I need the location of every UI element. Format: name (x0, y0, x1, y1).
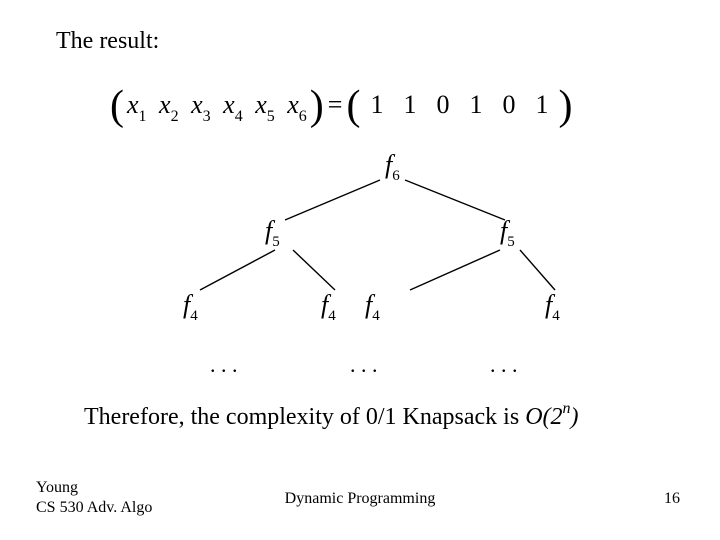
complexity-open: ( (543, 404, 551, 430)
var-x6: x6 (287, 90, 307, 119)
tree-node-f4b: f4 (321, 290, 336, 324)
tree-edge (293, 250, 335, 290)
conclusion-text: Therefore, the complexity of 0/1 Knapsac… (84, 402, 579, 431)
conclusion-prefix: Therefore, the complexity of 0/1 Knapsac… (84, 404, 525, 430)
result-label: The result: (56, 28, 159, 55)
tree-node-f5r: f5 (500, 216, 515, 250)
ellipsis-3: . . . (490, 352, 518, 378)
val-2: 1 (403, 90, 416, 119)
result-equation: (x1 x2 x3 x4 x5 x6)=(110101) (110, 76, 572, 124)
var-x5: x5 (255, 90, 275, 119)
ellipsis-1: . . . (210, 352, 238, 378)
val-4: 1 (469, 90, 482, 119)
tree-node-f4d: f4 (545, 290, 560, 324)
tree-node-sub: 6 (392, 168, 400, 184)
val-3: 0 (436, 90, 449, 119)
recursion-tree: f6 f5 f5 f4 f4 f4 f4 (125, 150, 595, 350)
equals-sign: = (328, 90, 343, 119)
right-paren-vars: ) (310, 82, 324, 130)
val-6: 1 (535, 90, 548, 119)
tree-node-sub: 4 (190, 308, 198, 324)
tree-edge (200, 250, 275, 290)
ellipsis-2: . . . (350, 352, 378, 378)
complexity-exponent: n (563, 400, 571, 417)
var-x1: x1 (127, 90, 147, 119)
tree-node-f4a: f4 (183, 290, 198, 324)
tree-edge (410, 250, 500, 290)
tree-node-sub: 5 (507, 234, 515, 250)
tree-node-f6: f6 (385, 150, 400, 184)
tree-edge (285, 180, 380, 220)
tree-node-sub: 4 (552, 308, 560, 324)
footer-center: Dynamic Programming (0, 490, 720, 508)
var-x3: x3 (191, 90, 211, 119)
tree-node-sub: 4 (372, 308, 380, 324)
var-x4: x4 (223, 90, 243, 119)
tree-node-f5l: f5 (265, 216, 280, 250)
tree-edge (520, 250, 555, 290)
tree-node-f4c: f4 (365, 290, 380, 324)
left-paren-vars: ( (110, 82, 124, 130)
val-1: 1 (370, 90, 383, 119)
right-paren-vals: ) (558, 82, 572, 130)
var-x2: x2 (159, 90, 179, 119)
left-paren-vals: ( (346, 82, 360, 130)
val-5: 0 (502, 90, 515, 119)
complexity-close: ) (571, 404, 579, 430)
tree-node-sub: 5 (272, 234, 280, 250)
complexity-base: 2 (551, 404, 563, 430)
tree-edge (405, 180, 505, 220)
big-o: O (525, 404, 542, 430)
tree-node-sub: 4 (328, 308, 336, 324)
footer-page-number: 16 (664, 490, 680, 508)
slide: The result: (x1 x2 x3 x4 x5 x6)=(110101)… (0, 0, 720, 540)
